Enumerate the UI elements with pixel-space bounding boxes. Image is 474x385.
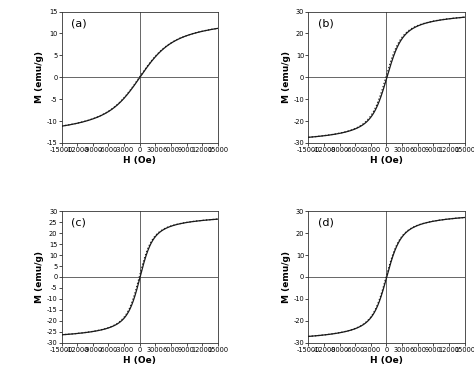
- X-axis label: H (Oe): H (Oe): [123, 156, 156, 165]
- X-axis label: H (Oe): H (Oe): [123, 356, 156, 365]
- Text: (b): (b): [318, 18, 334, 28]
- Text: (d): (d): [318, 218, 334, 228]
- X-axis label: H (Oe): H (Oe): [370, 156, 403, 165]
- X-axis label: H (Oe): H (Oe): [370, 356, 403, 365]
- Y-axis label: M (emu/g): M (emu/g): [282, 51, 291, 103]
- Y-axis label: M (emu/g): M (emu/g): [35, 251, 44, 303]
- Y-axis label: M (emu/g): M (emu/g): [35, 51, 44, 103]
- Text: (c): (c): [71, 218, 86, 228]
- Y-axis label: M (emu/g): M (emu/g): [282, 251, 291, 303]
- Text: (a): (a): [71, 18, 87, 28]
